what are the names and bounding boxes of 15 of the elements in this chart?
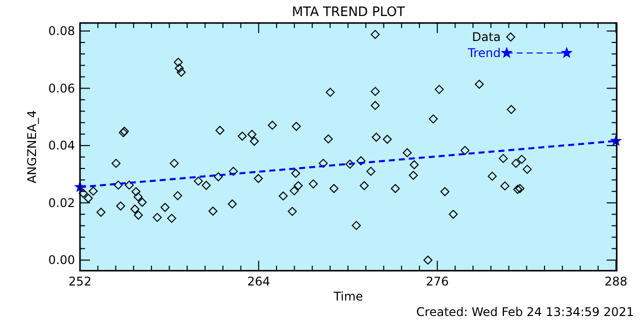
legend-label: Trend (466, 46, 501, 60)
chart-title: MTA TREND PLOT (292, 5, 405, 20)
x-axis-title: Time (332, 290, 364, 304)
y-axis-title: ANGZNEA_4 (25, 110, 39, 184)
x-tick-label: 288 (604, 274, 628, 289)
y-tick-label: 0.04 (48, 138, 75, 153)
y-tick-label: 0.06 (48, 81, 75, 96)
y-tick-label: 0.08 (48, 24, 75, 38)
legend-label: Data (472, 30, 501, 44)
x-tick-label: 276 (426, 274, 449, 289)
y-tick-label: 0.02 (48, 196, 75, 210)
x-tick-label: 264 (247, 274, 270, 289)
text: Created: Wed Feb 24 13:34:59 2021 (416, 305, 634, 319)
x-tick-label: 252 (68, 274, 92, 289)
y-tick-label: 0.00 (48, 253, 75, 268)
